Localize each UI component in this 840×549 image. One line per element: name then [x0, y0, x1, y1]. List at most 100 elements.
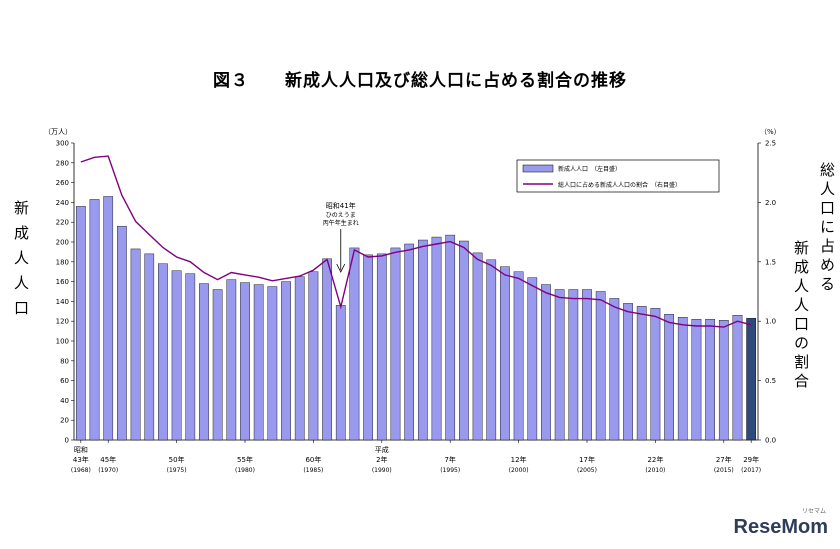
bar-1968 — [75, 206, 86, 441]
bar-1973 — [144, 253, 155, 441]
bar-1996 — [459, 240, 469, 441]
bar-1982 — [267, 286, 278, 441]
resemom-logo: ReseMom — [733, 516, 828, 538]
left-tick-label: 100 — [56, 338, 69, 346]
watermark-ruby: リセマム — [801, 508, 826, 515]
bar-1986 — [322, 258, 332, 441]
annotation-line2: ひのえうま — [326, 212, 356, 219]
left-tick-label: 120 — [56, 318, 69, 326]
bar-1999 — [500, 266, 510, 441]
bar-1983 — [281, 281, 291, 441]
left-tick-label: 0 — [65, 437, 69, 445]
x-tick-year-label: (1990) — [372, 467, 392, 474]
right-tick-label: 2.5 — [765, 140, 776, 148]
bar-1976 — [185, 273, 196, 441]
x-tick-label: 55年 — [237, 455, 253, 464]
chart-title: 図３ 新成人人口及び総人口に占める割合の推移 — [213, 71, 627, 91]
bar-2015 — [718, 320, 729, 441]
x-tick-label: 29年 — [743, 455, 759, 464]
left-tick-label: 260 — [56, 179, 69, 187]
x-tick-year-label: (2005) — [577, 467, 597, 474]
bar-1998 — [486, 259, 497, 441]
right-tick-label: 2.0 — [765, 199, 776, 207]
bar-1997 — [472, 252, 483, 441]
bar-1977 — [199, 283, 209, 441]
x-tick-label: 60年 — [305, 455, 321, 464]
left-tick-label: 200 — [56, 239, 69, 247]
right-axis-unit: （%） — [760, 128, 781, 136]
bar-2017 — [746, 318, 757, 441]
bar-2008 — [623, 303, 633, 441]
bar-1969 — [89, 199, 100, 441]
right-tick-label: 1.0 — [765, 318, 776, 326]
legend-bar-swatch — [522, 164, 554, 173]
annotation-line1: 昭和41年 — [326, 201, 356, 210]
right-axis-title-line1: 総人口に占める — [818, 162, 836, 295]
x-tick-year-label: (1975) — [167, 467, 187, 474]
left-tick-label: 180 — [56, 258, 69, 266]
left-tick-label: 80 — [60, 357, 69, 365]
right-tick-label: 0.0 — [765, 437, 776, 445]
bar-series — [75, 196, 757, 441]
right-axis-title-line2: 新成人人口の割合 — [792, 240, 810, 392]
bar-1971 — [117, 225, 127, 441]
hinoeuma-annotation: 昭和41年 ひのえうま 丙午年生まれ — [323, 201, 359, 273]
left-tick-label: 20 — [60, 417, 69, 425]
x-tick-label: 43年 — [73, 455, 89, 464]
bar-2007 — [609, 298, 620, 441]
bar-2006 — [595, 291, 606, 441]
left-tick-label: 280 — [56, 159, 69, 167]
x-tick-year-label: (2000) — [509, 467, 529, 474]
bar-2009 — [636, 306, 647, 441]
x-era-label: 昭和 — [74, 445, 88, 454]
ratio-line — [80, 155, 752, 328]
x-tick-year-label: (1985) — [303, 467, 323, 474]
ratio-series — [80, 155, 752, 328]
bar-1978 — [212, 289, 223, 441]
bar-1989 — [363, 254, 373, 441]
bar-1981 — [253, 284, 264, 441]
bar-1974 — [158, 263, 168, 441]
x-tick-label: 12年 — [511, 455, 527, 464]
bar-2005 — [582, 289, 592, 441]
bar-1970 — [103, 196, 114, 441]
left-tick-label: 240 — [56, 199, 69, 207]
bar-1991 — [390, 247, 401, 441]
x-tick-year-label: (2015) — [714, 467, 734, 474]
bar-1985 — [308, 271, 319, 441]
bar-1995 — [445, 234, 456, 441]
annotation-arrow-head — [336, 263, 346, 273]
bar-2004 — [568, 289, 579, 441]
x-tick-label: 22年 — [647, 455, 663, 464]
x-tick-label: 2年 — [376, 455, 387, 464]
x-tick-year-label: (1970) — [98, 467, 118, 474]
left-axis-unit: （万人） — [44, 128, 72, 136]
x-tick-year-label: (1968) — [71, 467, 91, 474]
x-tick-year-label: (2017) — [741, 467, 761, 474]
legend: 新成人人口 （左目盛） 総人口に占める新成人人口の割合 （右目盛） — [516, 159, 720, 193]
x-tick-year-label: (1980) — [235, 467, 255, 474]
bar-2012 — [677, 317, 688, 441]
bar-1987 — [335, 305, 346, 441]
bar-1993 — [417, 239, 428, 441]
left-tick-label: 40 — [60, 397, 69, 405]
bar-1972 — [130, 248, 141, 441]
bar-1994 — [431, 236, 442, 441]
left-tick-label: 160 — [56, 278, 69, 286]
bar-1984 — [294, 276, 305, 441]
bar-1980 — [240, 282, 250, 441]
x-tick-label: 45年 — [100, 455, 116, 464]
axis-layer: 0 20 40 60 80 100 120 140 160 180 200 220 240 260 280 3… — [56, 140, 777, 475]
bar-2001 — [527, 277, 538, 441]
x-tick-year-label: (1995) — [440, 467, 460, 474]
bar-2003 — [554, 289, 565, 441]
x-tick-label: 50年 — [169, 455, 185, 464]
bar-1990 — [376, 253, 387, 441]
right-tick-label: 0.5 — [765, 377, 776, 385]
bar-2010 — [650, 308, 661, 441]
x-tick-year-label: (2010) — [645, 467, 665, 474]
x-era-label: 平成 — [375, 445, 389, 454]
left-tick-label: 60 — [60, 377, 69, 385]
left-tick-label: 220 — [56, 219, 69, 227]
